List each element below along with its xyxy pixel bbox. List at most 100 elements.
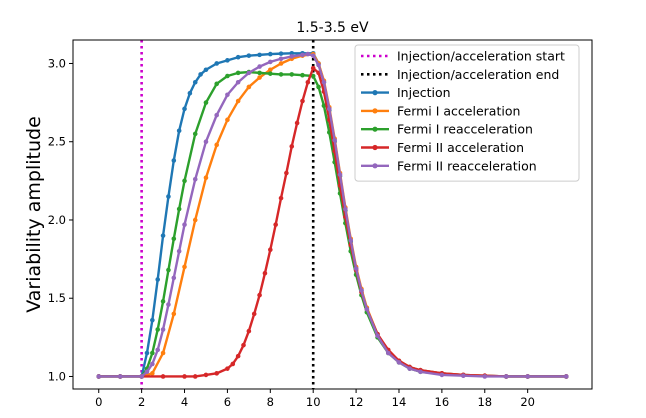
data-point [192, 374, 198, 379]
data-point [305, 79, 311, 85]
data-point [171, 236, 177, 242]
data-point [257, 52, 262, 58]
data-point [214, 371, 219, 376]
legend-entry-3: Fermi I acceleration [361, 103, 520, 118]
x-tick-label: 8 [267, 395, 274, 409]
x-tick-label: 14 [392, 395, 407, 409]
data-point [482, 374, 488, 379]
data-point [316, 62, 321, 68]
y-tick-label: 3.0 [48, 56, 66, 70]
legend-label: Injection [397, 85, 451, 100]
data-point [192, 217, 198, 223]
y-tick-label: 1.5 [48, 291, 66, 305]
data-point [246, 53, 252, 58]
data-point [257, 70, 262, 76]
data-point [284, 170, 289, 176]
data-point [503, 374, 509, 379]
x-tick-label: 16 [435, 395, 450, 409]
data-point [182, 264, 187, 270]
data-point [225, 92, 230, 98]
data-point [150, 317, 155, 323]
legend-label: Injection/acceleration end [397, 67, 559, 82]
data-point [214, 81, 219, 87]
data-point [563, 374, 569, 379]
axes: 0 2 4 6 8 10 12 14 16 18 20 1.0 1.5 2.0 2.5 3.0 [48, 39, 593, 409]
x-tick-label: 10 [306, 395, 321, 409]
data-point [310, 73, 316, 79]
data-point [155, 277, 161, 282]
data-point [214, 112, 219, 118]
data-point [353, 266, 359, 271]
data-point [192, 176, 198, 182]
data-point [203, 175, 209, 181]
data-point [182, 222, 187, 227]
data-point [144, 369, 150, 375]
data-point [348, 238, 354, 243]
chart-title: 1.5-3.5 eV [296, 20, 369, 36]
data-point [160, 233, 166, 238]
data-point [139, 374, 144, 379]
plot-frame [72, 39, 593, 390]
data-point [96, 374, 102, 379]
legend-entry-5: Fermi II acceleration [361, 140, 524, 155]
data-point [278, 72, 284, 77]
data-point [176, 128, 182, 134]
data-point [316, 84, 321, 90]
data-point [235, 98, 241, 104]
legend-box [354, 44, 580, 182]
data-point [289, 144, 295, 149]
data-point [192, 79, 198, 85]
legend: Injection/acceleration start Injection/ac… [354, 44, 580, 182]
data-point [268, 59, 273, 65]
x-tick-label: 0 [95, 395, 102, 409]
data-point [192, 131, 198, 137]
data-point [268, 247, 273, 253]
data-point [214, 61, 219, 66]
data-point [182, 374, 187, 379]
data-point [300, 72, 305, 78]
data-point [171, 275, 177, 281]
x-tick-label: 18 [477, 395, 492, 409]
data-point [187, 90, 193, 96]
y-tick-label: 2.0 [48, 213, 66, 227]
data-point [144, 350, 150, 356]
data-point [203, 139, 209, 145]
series-4 [96, 51, 569, 379]
x-tick-label: 6 [224, 395, 231, 409]
y-axis-label: Variability amplitude [23, 116, 45, 313]
data-point [241, 342, 246, 348]
legend-label: Injection/acceleration start [397, 49, 565, 64]
data-point [407, 366, 413, 371]
data-point [230, 361, 236, 367]
data-point [235, 70, 241, 76]
data-point [268, 67, 273, 73]
data-point [273, 222, 278, 227]
series-layer [96, 51, 569, 379]
legend-entry-0: Injection/acceleration start [361, 49, 565, 64]
data-point [235, 54, 241, 60]
data-point [203, 372, 209, 378]
data-point [225, 73, 230, 79]
data-point [160, 374, 166, 379]
data-point [278, 51, 284, 56]
data-point [257, 75, 262, 80]
data-point [278, 195, 284, 201]
data-point [461, 373, 466, 379]
legend-entry-1: Injection/acceleration end [361, 67, 559, 82]
data-point [246, 70, 252, 76]
data-point [251, 311, 257, 317]
data-point [203, 67, 209, 73]
data-point [268, 51, 273, 57]
data-point [160, 299, 166, 304]
data-point [117, 374, 123, 379]
legend-marker [372, 108, 378, 114]
data-point [214, 142, 219, 148]
y-tick-label: 1.0 [48, 369, 66, 383]
data-point [176, 206, 182, 212]
data-point [182, 178, 187, 184]
data-point [225, 58, 230, 63]
data-point [300, 52, 305, 58]
data-point [305, 51, 311, 57]
data-point [257, 64, 262, 69]
